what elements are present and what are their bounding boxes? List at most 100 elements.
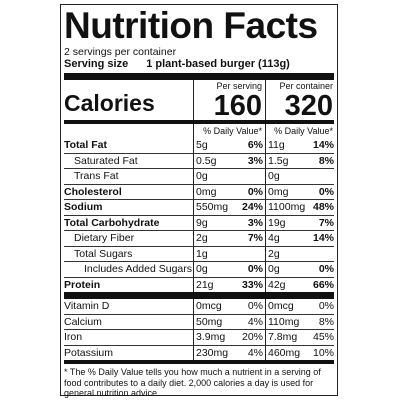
daily-value: 0% [318,263,334,275]
daily-value [235,169,265,184]
amount: 1.5g [265,153,308,168]
medium-rule [64,120,334,124]
per-serving: Per serving 160 [193,80,265,120]
thick-rule [64,292,334,299]
amount: 0g [193,169,235,184]
amount: 2g [193,231,235,246]
column-header: Per serving [216,81,262,91]
amount: 50mg [193,314,235,329]
nutrient-rows: Total Fat 5g 6% 11g 14% Saturated Fat 0.5g 3% 1.… [64,138,334,292]
amount: 0mg [265,184,308,199]
nutrient-name: Dietary Fiber [74,232,135,244]
nutrient-name: Cholesterol [64,185,122,198]
daily-value: 0% [247,263,263,275]
amount: 3.9mg [193,330,235,345]
nutrient-name: Total Carbohydrate [64,216,160,229]
nutrient-name: Protein [64,278,101,291]
daily-value: 4% [247,346,263,359]
nutrient-row: Vitamin D 0mcg 0% 0mcg 0% [64,299,334,314]
daily-value: 14% [312,139,334,151]
daily-value [308,169,336,184]
dv-header-cell: % Daily Value* [265,124,336,138]
nutrient-row: Total Fat 5g 6% 11g 14% [64,138,334,153]
daily-value: 7% [318,216,334,229]
daily-value: 0% [247,300,263,312]
amount: 9g [193,215,235,230]
daily-value: 4% [247,315,263,328]
amount: 230mg [193,345,235,360]
amount: 42g [265,277,308,292]
nutrient-name: Calcium [64,315,102,328]
amount: 0g [265,169,308,184]
medium-rule [64,360,334,364]
amount: 11g [265,138,308,153]
nutrient-name: Potassium [64,346,114,359]
daily-value: 6% [247,139,263,151]
nutrient-row: Includes Added Sugars 0g 0% 0g 0% [64,261,334,277]
nutrient-name: Iron [64,331,83,343]
daily-value: 24% [241,201,263,213]
amount: 0g [265,262,308,277]
nutrient-name: Total Sugars [74,247,133,260]
daily-value: 10% [312,346,334,359]
daily-value: 20% [241,331,263,343]
nutrient-row: Calcium 50mg 4% 110mg 8% [64,313,334,329]
serving-size-label: Serving size [64,58,129,70]
amount: 110mg [265,314,308,329]
nutrient-name: Saturated Fat [74,154,138,167]
nutrient-name: Total Fat [64,139,107,151]
amount: 0.5g [193,153,235,168]
daily-value [308,247,336,262]
daily-value: 8% [318,154,334,167]
daily-value [235,247,265,262]
vitamin-rows: Vitamin D 0mcg 0% 0mcg 0% Calcium 50mg 4% 110mg 8… [64,299,334,360]
nutrient-row: Iron 3.9mg 20% 7.8mg 45% [64,329,334,345]
amount: 550mg [193,200,235,215]
column-header: Per container [279,81,333,91]
nutrient-name: Sodium [64,201,103,213]
amount: 0mg [193,184,235,199]
daily-value: 66% [312,278,334,291]
thick-rule [64,73,334,80]
daily-value: 0% [247,185,263,198]
serving-size-value: 1 plant-based burger (113g) [146,58,290,70]
daily-value: 0% [318,300,334,312]
spacer [64,124,193,138]
footnote: * The % Daily Value tells you how much a… [64,367,321,398]
daily-value: 8% [318,315,334,328]
amount: 0mcg [265,299,308,314]
daily-value: 33% [241,278,263,291]
nutrient-row: Protein 21g 33% 42g 66% [64,276,334,292]
nutrient-row: Total Sugars 1g 2g [64,245,336,262]
nutrient-row: Sodium 550mg 24% 1100mg 48% [64,199,334,215]
amount: 5g [193,138,235,153]
nutrition-label: Nutrition Facts 2 servings per container… [60,4,338,398]
nutrient-name: Trans Fat [74,170,119,182]
daily-value: 14% [312,232,334,244]
amount: 7.8mg [265,330,308,345]
nutrient-row: Potassium 230mg 4% 460mg 10% [64,344,334,360]
nutrient-row: Dietary Fiber 2g 7% 4g 14% [64,230,334,246]
nutrient-row: Saturated Fat 0.5g 3% 1.5g 8% [64,152,334,168]
nutrient-row: Total Carbohydrate 9g 3% 19g 7% [64,214,334,230]
servings: 2 servings per container [64,46,177,58]
calories-block: Calories Per serving 160 Per container 3… [64,80,334,120]
serving-size: Serving size 1 plant-based burger (113g) [64,58,334,71]
dv-header: % Daily Value* % Daily Value* [64,124,334,138]
daily-value: 3% [247,216,263,229]
amount: 0g [193,262,235,277]
amount: 460mg [265,345,308,360]
amount: 0mcg [193,299,235,314]
amount: 19g [265,215,308,230]
dv-header-cell: % Daily Value* [193,124,265,138]
calories-label: Calories [64,90,155,116]
nutrient-row: Cholesterol 0mg 0% 0mg 0% [64,183,334,199]
nutrient-row: Trans Fat 0g 0g [64,168,334,184]
daily-value: 45% [312,331,334,343]
daily-value: 7% [247,232,263,244]
nutrient-name: Vitamin D [64,300,110,312]
per-container: Per container 320 [265,80,336,120]
amount: 2g [265,246,308,261]
amount: 4g [265,231,308,246]
daily-value: 48% [312,201,334,213]
